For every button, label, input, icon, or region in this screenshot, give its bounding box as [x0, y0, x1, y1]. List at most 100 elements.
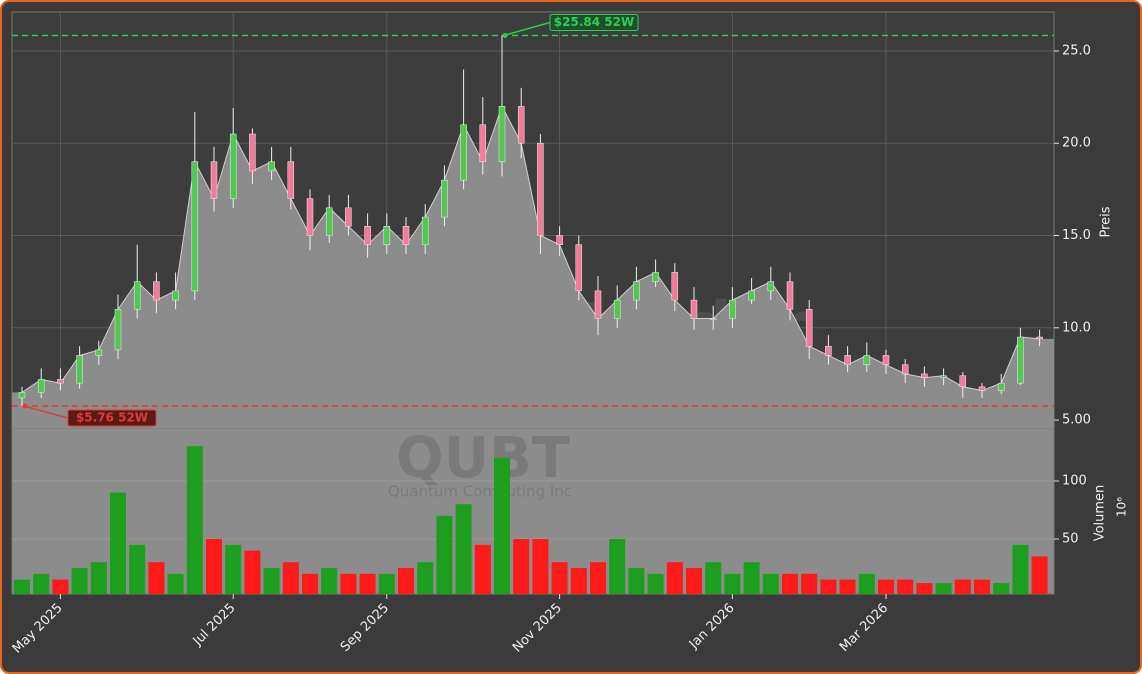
volume-bar: [513, 539, 530, 594]
candle-body: [921, 373, 928, 378]
volume-bar: [302, 573, 318, 594]
candle-body: [786, 281, 794, 310]
volume-bar: [1031, 556, 1048, 594]
candle-body: [978, 386, 986, 391]
candle-body: [537, 142, 544, 236]
volume-bar: [33, 573, 50, 594]
candle-body: [517, 106, 525, 144]
candle-body: [633, 281, 640, 301]
y-axis-label: Preis: [1099, 206, 1114, 237]
volume-bar: [244, 550, 261, 594]
candle-body: [1036, 336, 1043, 340]
symbol-watermark: QUBT: [396, 426, 570, 491]
volume-bar: [398, 568, 414, 594]
candle-body: [191, 161, 199, 292]
annotation-arrow: [503, 21, 551, 37]
candle-body: [940, 375, 947, 378]
volume-bar: [647, 573, 664, 594]
candle-body: [210, 161, 218, 199]
volume-bar: [225, 544, 242, 594]
volume-bar: [71, 568, 88, 594]
candle-body: [863, 355, 871, 365]
candle-body: [383, 226, 391, 245]
y-tick-label: 15.0: [1062, 228, 1091, 243]
candle-body: [345, 207, 352, 227]
volume-bar: [532, 539, 549, 594]
volume-bar: [186, 446, 203, 594]
volume-bar: [628, 568, 645, 594]
candle-body: [325, 207, 333, 236]
candle-body: [767, 281, 775, 292]
volume-bar: [282, 562, 299, 594]
volume-bar: [90, 562, 107, 594]
candle-body: [172, 290, 179, 301]
candle-body: [825, 345, 832, 356]
candle-body: [37, 379, 45, 393]
volume-bar: [206, 539, 222, 594]
candle-body: [306, 198, 314, 236]
candle-body: [652, 272, 659, 282]
candle-body: [844, 355, 851, 365]
candle-body: [114, 309, 122, 351]
volume-bar: [609, 539, 626, 594]
candle-body: [441, 179, 448, 218]
volume-bar: [52, 579, 69, 594]
volume-bar: [878, 579, 894, 594]
annotation-arrow: [23, 405, 69, 419]
candle-body: [575, 244, 583, 292]
candle-body: [556, 235, 563, 245]
volume-bar: [762, 573, 779, 594]
volume-bar: [340, 573, 357, 594]
candle-body: [249, 133, 256, 172]
volume-bar: [110, 492, 126, 594]
volume-bar: [743, 562, 760, 594]
y-tick-label: 10.0: [1062, 320, 1091, 335]
candle-body: [729, 299, 736, 319]
candle-body: [229, 133, 237, 199]
candle-body: [671, 272, 679, 301]
candle-body: [479, 124, 487, 162]
volume-bar: [954, 579, 971, 594]
volume-bar: [378, 573, 395, 594]
candle-body: [997, 382, 1005, 391]
volume-bar: [494, 457, 510, 594]
volume-bar: [321, 568, 338, 594]
volume-bar: [455, 504, 472, 594]
y2-axis-label: Volumen: [1093, 485, 1108, 542]
volume-bar: [916, 583, 933, 594]
volume-bar: [782, 573, 798, 594]
candle-body: [460, 124, 467, 181]
volume-bar: [801, 573, 818, 594]
candle-body: [133, 281, 141, 310]
candle-body: [153, 281, 160, 301]
volume-bar: [839, 579, 856, 594]
price-area: [12, 106, 1054, 429]
volume-bar: [858, 573, 875, 594]
y2-tick-label: 50: [1062, 532, 1079, 547]
volume-bar: [590, 562, 606, 594]
candle-body: [402, 226, 410, 245]
candle-body: [95, 349, 103, 356]
volume-bar: [1012, 544, 1029, 594]
candle-body: [709, 318, 717, 320]
volume-bar: [14, 579, 30, 594]
volume-bar: [897, 579, 914, 594]
volume-bar: [474, 544, 491, 594]
candle-body: [594, 290, 602, 319]
volume-bar: [686, 568, 702, 594]
candle-body: [748, 290, 755, 301]
y2-tick-label: 100: [1062, 474, 1087, 489]
annotation-arrowhead: [22, 403, 28, 409]
annotation-arrowhead: [502, 32, 508, 38]
candle-body: [1017, 336, 1024, 384]
annotation-label: $5.76 52W: [76, 411, 148, 425]
volume-bar: [705, 562, 722, 594]
annotation-label: $25.84 52W: [554, 15, 634, 29]
y-tick-label: 5.00: [1062, 413, 1091, 428]
volume-bar: [148, 562, 165, 594]
volume-bar: [570, 568, 587, 594]
company-watermark: Quantum Computing Inc: [388, 483, 572, 501]
volume-bar: [974, 579, 990, 594]
y2-scale-label: 10⁶: [1115, 497, 1129, 517]
candle-body: [901, 364, 909, 375]
